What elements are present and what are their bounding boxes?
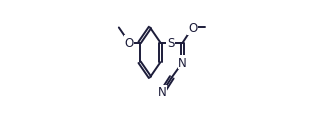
Text: S: S (167, 37, 175, 50)
Text: O: O (188, 22, 197, 35)
Text: O: O (125, 37, 134, 50)
Text: N: N (178, 56, 187, 69)
Text: N: N (158, 86, 167, 98)
